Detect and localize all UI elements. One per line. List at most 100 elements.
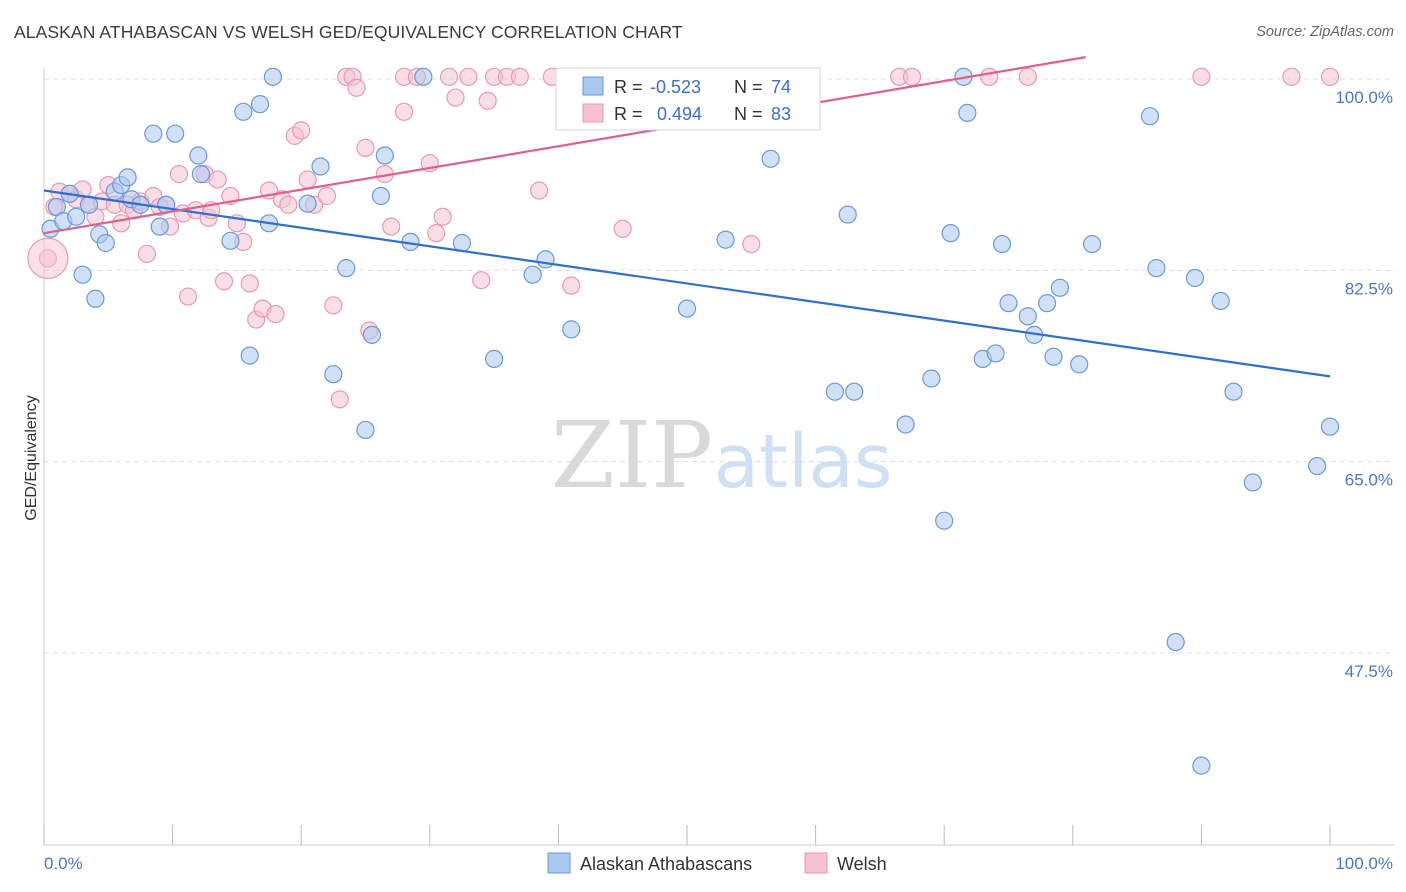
welsh-point-79 xyxy=(1282,67,1301,86)
welsh-point-49 xyxy=(356,138,375,157)
athabascan-point-70 xyxy=(1211,291,1230,311)
legend-n-value-2: 83 xyxy=(771,104,791,124)
chart-title: ALASKAN ATHABASCAN VS WELSH GED/EQUIVALE… xyxy=(14,22,683,42)
athabascan-point-39 xyxy=(523,265,542,284)
athabascan-point-42 xyxy=(677,299,697,318)
legend-n-value-1: 74 xyxy=(771,77,791,97)
y-tick-label-2: 65.0% xyxy=(1345,471,1393,490)
welsh-point-large xyxy=(27,237,69,279)
athabascan-point-53 xyxy=(958,103,977,122)
athabascan-point-71 xyxy=(1224,382,1243,401)
athabascan-point-61 xyxy=(1044,347,1063,366)
athabascan-point-45 xyxy=(825,382,844,401)
welsh-point-58 xyxy=(439,67,459,86)
athabascan-point-36 xyxy=(414,67,433,86)
legend-r-value-2: 0.494 xyxy=(657,104,702,124)
athabascan-point-74 xyxy=(1320,417,1340,436)
athabascan-point-32 xyxy=(362,325,382,344)
athabascan-point-56 xyxy=(992,234,1012,254)
athabascan-point-46 xyxy=(838,205,857,224)
x-tick-label-1: 100.0% xyxy=(1335,854,1393,873)
athabascan-point-49 xyxy=(922,369,941,388)
welsh-point-56 xyxy=(427,224,446,243)
legend-swatch-blue xyxy=(582,76,604,96)
legend-swatch-pink xyxy=(582,103,604,123)
athabascan-point-21 xyxy=(221,231,240,250)
trend-lines xyxy=(43,56,1331,378)
welsh-point-80 xyxy=(1320,67,1340,86)
athabascan-point-24 xyxy=(250,95,270,114)
athabascan-point-7 xyxy=(86,289,105,308)
welsh-point-36 xyxy=(266,304,285,324)
athabascan-point-5 xyxy=(73,265,92,284)
welsh-point-64 xyxy=(510,67,529,86)
welsh-point-59 xyxy=(446,88,465,107)
athabascan-point-44 xyxy=(761,149,780,168)
athabascan-point-60 xyxy=(1037,294,1057,313)
athabascan-point-34 xyxy=(375,146,394,165)
welsh-point-75 xyxy=(902,67,922,86)
legend-r-label-1: R = xyxy=(614,77,643,97)
athabascan-point-9 xyxy=(96,233,115,253)
y-tick-label-0: 100.0% xyxy=(1335,88,1393,107)
athabascan-point-72 xyxy=(1243,473,1262,492)
legend-r-value-1: -0.523 xyxy=(650,77,701,97)
welsh-point-45 xyxy=(330,390,349,409)
welsh-point-52 xyxy=(382,217,401,236)
welsh-point-41 xyxy=(298,170,317,189)
athabascan-point-63 xyxy=(1070,355,1089,374)
athabascan-point-65 xyxy=(1140,107,1160,126)
welsh-point-67 xyxy=(562,276,581,295)
athabascan-point-37 xyxy=(452,233,472,253)
welsh-point-32 xyxy=(240,274,259,293)
athabascan-point-33 xyxy=(371,186,391,206)
athabascan-point-47 xyxy=(845,382,864,401)
welsh-point-28 xyxy=(214,272,234,291)
watermark-zip: ZIP xyxy=(551,402,713,509)
athabascan-point-12 xyxy=(118,168,137,187)
athabascan-point-27 xyxy=(298,194,317,213)
legend-n-label-1: N = xyxy=(734,77,763,97)
welsh-point-81 xyxy=(394,102,414,121)
welsh-point-44 xyxy=(324,296,343,315)
y-tick-label-1: 82.5% xyxy=(1345,279,1393,298)
athabascan-trend-line xyxy=(43,189,1331,378)
athabascan-point-50 xyxy=(935,511,954,530)
legend-r-label-2: R = xyxy=(614,104,643,124)
athabascan-point-28 xyxy=(311,157,330,176)
bottom-legend-swatch-blue xyxy=(547,852,571,874)
athabascan-point-19 xyxy=(189,146,208,165)
athabascan-point-43 xyxy=(716,230,735,249)
athabascan-point-31 xyxy=(356,420,375,440)
athabascan-point-55 xyxy=(986,344,1005,363)
welsh-point-11 xyxy=(112,214,131,233)
grid-lines xyxy=(44,78,1395,654)
bottom-legend-label-blue: Alaskan Athabascans xyxy=(580,854,752,874)
athabascan-point-30 xyxy=(337,259,356,278)
legend-box: R = -0.523 N = 74 R = 0.494 N = 83 xyxy=(555,67,821,131)
athabascan-point-26 xyxy=(263,67,283,86)
y-axis-label: GED/Equivalency xyxy=(23,395,40,520)
bottom-legend: Alaskan Athabascans Welsh xyxy=(547,852,887,874)
athabascan-point-64 xyxy=(1082,234,1102,254)
athabascan-point-57 xyxy=(999,294,1018,313)
welsh-point-15 xyxy=(137,244,156,264)
athabascan-point-20 xyxy=(191,165,210,184)
athabascan-point-41 xyxy=(562,320,581,339)
y-tick-label-3: 47.5% xyxy=(1345,662,1393,681)
athabascan-point-62 xyxy=(1050,278,1070,297)
welsh-point-76 xyxy=(980,67,999,86)
athabascan-point-68 xyxy=(1185,268,1205,288)
bottom-legend-label-pink: Welsh xyxy=(837,854,887,874)
athabascan-point-4 xyxy=(67,207,86,226)
welsh-point-27 xyxy=(208,170,227,189)
welsh-point-82 xyxy=(478,91,497,110)
athabascan-point-23 xyxy=(240,346,259,365)
athabascan-point-16 xyxy=(150,217,169,236)
bottom-legend-swatch-pink xyxy=(804,852,828,874)
athabascan-point-40 xyxy=(536,250,555,269)
welsh-point-43 xyxy=(317,186,337,206)
chart-source: Source: ZipAtlas.com xyxy=(1256,24,1394,40)
legend-n-label-2: N = xyxy=(734,104,763,124)
